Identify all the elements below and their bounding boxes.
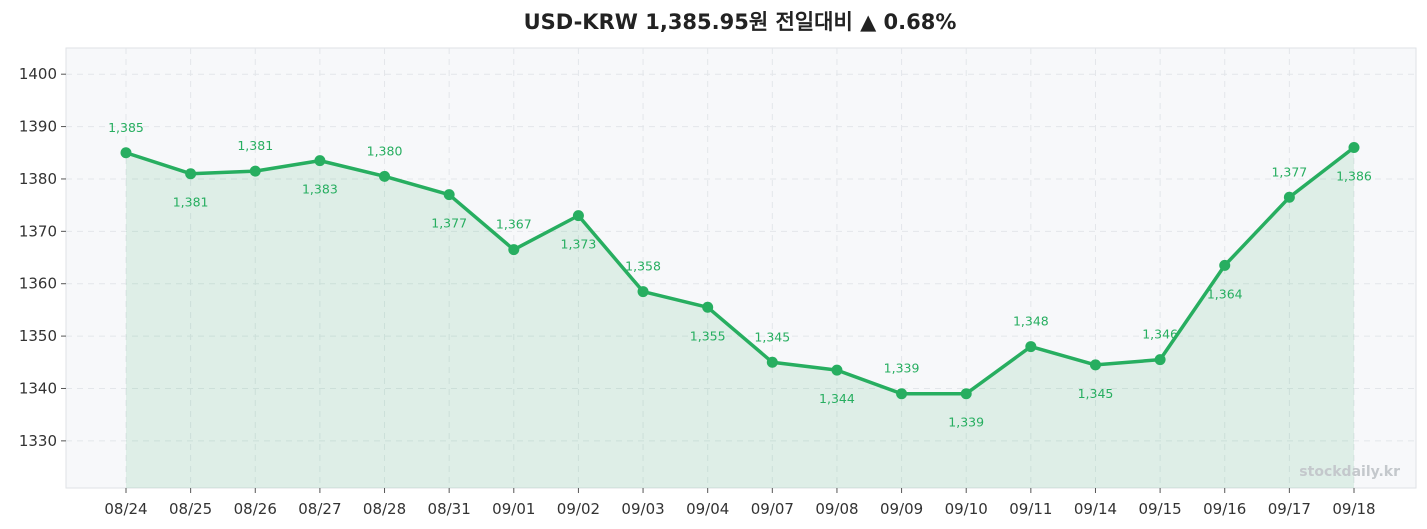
data-point-6: [508, 244, 520, 256]
data-label-9: 1,355: [690, 328, 726, 343]
chart-title: USD-KRW 1,385.95원 전일대비 ▲ 0.68%: [524, 10, 957, 34]
data-label-4: 1,380: [367, 143, 403, 158]
data-point-19: [1348, 142, 1360, 154]
y-tick-label-3: 1360: [19, 275, 57, 293]
data-label-17: 1,364: [1207, 286, 1243, 301]
x-tick-label-6: 09/01: [492, 500, 535, 518]
x-tick-label-15: 09/14: [1074, 500, 1117, 518]
data-label-13: 1,339: [948, 415, 984, 430]
data-label-7: 1,373: [561, 237, 597, 252]
data-point-1: [185, 168, 197, 180]
data-point-8: [637, 286, 649, 298]
data-label-14: 1,348: [1013, 314, 1049, 329]
data-point-12: [896, 388, 908, 400]
y-tick-label-7: 1400: [19, 65, 57, 83]
y-tick-label-6: 1390: [19, 118, 57, 136]
data-label-11: 1,344: [819, 391, 855, 406]
data-point-15: [1089, 359, 1101, 371]
x-tick-label-0: 08/24: [104, 500, 147, 518]
y-tick-label-1: 1340: [19, 379, 57, 397]
data-label-0: 1,385: [108, 120, 144, 135]
x-tick-label-1: 08/25: [169, 500, 212, 518]
data-point-3: [314, 155, 326, 167]
data-label-2: 1,381: [237, 138, 273, 153]
x-tick-label-18: 09/17: [1268, 500, 1311, 518]
plot-area: [65, 47, 1417, 489]
data-point-0: [120, 147, 132, 159]
data-label-10: 1,345: [754, 329, 790, 344]
data-point-17: [1219, 259, 1231, 271]
data-point-14: [1025, 341, 1037, 353]
data-point-13: [960, 388, 972, 400]
x-tick-label-7: 09/02: [557, 500, 600, 518]
data-label-15: 1,345: [1078, 386, 1114, 401]
series-line: [124, 145, 1356, 396]
watermark-text: stockdaily.kr: [1299, 464, 1400, 480]
x-tick-label-12: 09/09: [880, 500, 923, 518]
x-tick-label-19: 09/18: [1332, 500, 1375, 518]
x-tick-label-8: 09/03: [621, 500, 664, 518]
x-tick-label-17: 09/16: [1203, 500, 1246, 518]
area-fill: [126, 147, 1354, 488]
y-tick-label-4: 1370: [19, 222, 57, 240]
data-points: [120, 142, 1360, 400]
data-point-2: [249, 165, 261, 177]
x-tick-label-11: 09/08: [815, 500, 858, 518]
grid-lines: [66, 48, 1416, 488]
data-label-18: 1,377: [1271, 164, 1307, 179]
data-point-18: [1283, 191, 1295, 203]
data-label-6: 1,367: [496, 217, 532, 232]
x-tick-label-5: 08/31: [428, 500, 471, 518]
data-point-9: [702, 301, 714, 313]
data-label-8: 1,358: [625, 259, 661, 274]
data-point-16: [1154, 354, 1166, 366]
y-axis: 1330 1340 1350 1360 1370 1380 1390 1400: [19, 65, 66, 450]
data-point-11: [831, 364, 843, 376]
data-label-12: 1,339: [884, 361, 920, 376]
data-point-10: [766, 356, 778, 368]
x-tick-label-14: 09/11: [1009, 500, 1052, 518]
x-axis: 08/24 08/25 08/26 08/27 08/28 08/31 09/01 09/02…: [104, 488, 1376, 518]
x-tick-label-10: 09/07: [751, 500, 794, 518]
y-tick-label-2: 1350: [19, 327, 57, 345]
data-point-7: [572, 210, 584, 222]
x-tick-label-3: 08/27: [298, 500, 341, 518]
x-tick-label-13: 09/10: [945, 500, 988, 518]
x-tick-label-4: 08/28: [363, 500, 406, 518]
series-path: [124, 145, 1356, 396]
x-tick-label-16: 09/15: [1138, 500, 1181, 518]
y-tick-label-0: 1330: [19, 432, 57, 450]
data-labels: 1,385 1,381 1,381 1,383 1,380 1,377 1,367 1,373…: [108, 120, 1372, 430]
data-point-4: [379, 170, 391, 182]
data-label-16: 1,346: [1142, 327, 1178, 342]
data-label-5: 1,377: [431, 216, 467, 231]
y-tick-label-5: 1380: [19, 170, 57, 188]
x-tick-label-9: 09/04: [686, 500, 729, 518]
series-area: [126, 147, 1354, 488]
data-label-19: 1,386: [1336, 169, 1372, 184]
data-label-3: 1,383: [302, 182, 338, 197]
data-label-1: 1,381: [173, 195, 209, 210]
data-point-5: [443, 189, 455, 201]
x-tick-label-2: 08/26: [234, 500, 277, 518]
